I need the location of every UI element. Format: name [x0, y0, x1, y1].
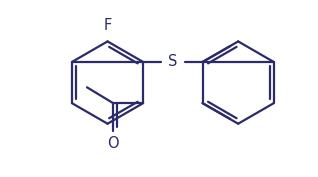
Text: F: F: [103, 18, 112, 33]
Text: O: O: [107, 136, 119, 151]
Text: S: S: [168, 55, 177, 70]
